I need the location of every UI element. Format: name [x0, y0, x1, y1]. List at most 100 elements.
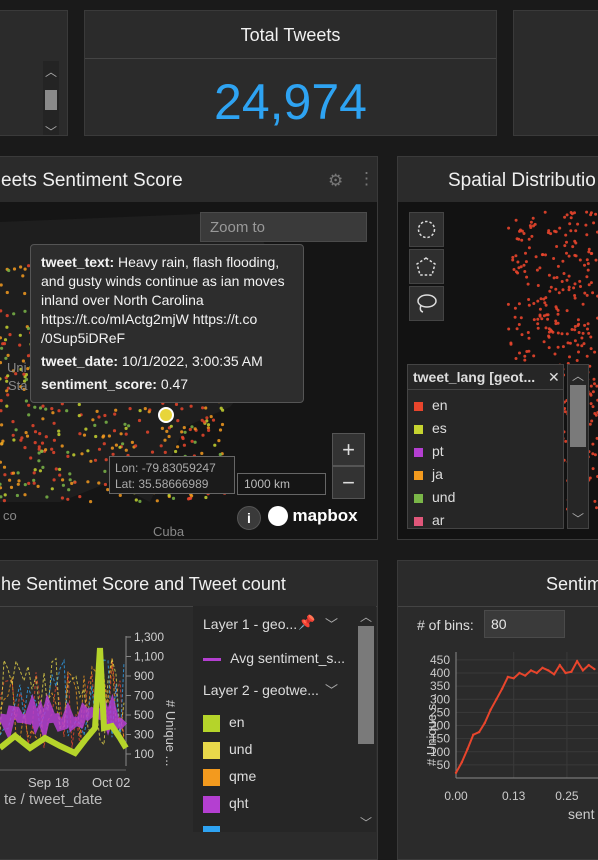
map-point	[26, 326, 30, 331]
gear-icon[interactable]: ⚙	[328, 171, 344, 190]
legend-item-label: en	[432, 397, 448, 413]
spatial-point	[507, 226, 511, 230]
scroll-up-icon[interactable]: ︿	[45, 65, 58, 79]
legend-swatch	[414, 424, 423, 434]
map-point	[113, 412, 117, 416]
map-point	[68, 472, 72, 476]
map-point	[95, 409, 99, 413]
histogram-point	[581, 669, 585, 672]
legend-item[interactable]: es	[408, 417, 563, 440]
zoom-to-input[interactable]: Zoom to	[200, 212, 367, 242]
spatial-point	[576, 222, 580, 226]
legend-item[interactable]: pt	[408, 440, 563, 463]
legend-scroll-down-icon[interactable]: ﹀	[572, 512, 585, 526]
map-point	[188, 496, 192, 500]
circle-select-tool[interactable]	[409, 212, 444, 247]
y2-tick-label: 1,100	[134, 650, 164, 664]
y-tick-label: 400	[430, 666, 450, 680]
spatial-point	[543, 210, 547, 214]
spatial-point	[536, 322, 540, 326]
more-vert-icon[interactable]: ⋮	[358, 169, 375, 188]
spatial-point	[513, 306, 517, 310]
timeseries-chart[interactable]: 1,300 1,100 900 700 500 300 100 Sep 18 Oct 02	[0, 608, 195, 808]
layers-scrollbar[interactable]: ︿ ﹀	[356, 606, 376, 832]
layer1-header[interactable]: Layer 1 - geo...	[203, 616, 297, 632]
y-tick-label: 50	[437, 758, 451, 772]
zoom-out-button[interactable]: −	[332, 466, 365, 499]
histogram-point	[564, 671, 567, 675]
map-point	[190, 439, 194, 443]
legend-item[interactable]: en	[408, 394, 563, 417]
spatial-point	[532, 224, 535, 228]
map-point	[8, 478, 12, 482]
map-point	[41, 465, 45, 469]
map-point	[101, 435, 105, 439]
legend-close-icon[interactable]: ✕	[548, 369, 560, 385]
map-point	[25, 434, 30, 438]
spatial-point	[588, 364, 592, 368]
legend-item[interactable]: und	[408, 486, 563, 509]
map-point	[7, 268, 11, 273]
map-point	[82, 433, 87, 437]
layers-scroll-thumb[interactable]	[358, 626, 374, 744]
info-icon[interactable]: i	[237, 506, 261, 530]
layer1-chevron-icon[interactable]: ﹀	[325, 617, 339, 632]
spatial-point	[534, 255, 538, 259]
spatial-point	[569, 216, 573, 220]
zoom-in-button[interactable]: +	[332, 433, 365, 466]
legend-swatch	[414, 470, 423, 480]
scroll-thumb[interactable]	[45, 90, 57, 110]
spatial-point	[557, 291, 561, 295]
map-point	[24, 373, 28, 377]
layers-scroll-up-icon[interactable]: ︿	[360, 610, 373, 624]
map-point	[21, 359, 25, 363]
layer2-item[interactable]: en	[203, 714, 256, 741]
legend-item[interactable]: ar	[408, 509, 563, 532]
map-point	[23, 267, 27, 271]
layer2-item[interactable]: und	[203, 741, 256, 768]
spatial-point	[577, 331, 581, 334]
map-point	[114, 443, 118, 447]
map-point	[146, 430, 150, 434]
map-point	[14, 372, 18, 376]
legend-scrollbar[interactable]: ︿ ﹀	[567, 364, 589, 529]
spatial-point	[524, 251, 527, 255]
spatial-point	[547, 346, 551, 350]
legend-item[interactable]: ja	[408, 463, 563, 486]
map-point	[31, 424, 35, 428]
layer2-header[interactable]: Layer 2 - geotwe...	[203, 682, 319, 698]
layer2-item[interactable]: qme	[203, 768, 256, 795]
spatial-point	[586, 262, 590, 266]
pin-icon[interactable]: 📌	[298, 614, 316, 630]
map-point	[0, 283, 3, 287]
map-point	[134, 498, 138, 502]
spatial-point	[544, 253, 547, 257]
spatial-point	[589, 402, 593, 406]
layer2-chevron-icon[interactable]: ﹀	[325, 683, 339, 698]
legend-scroll-thumb[interactable]	[570, 385, 586, 447]
polygon-select-tool[interactable]	[409, 249, 444, 284]
spatial-point	[544, 296, 548, 300]
map-point	[180, 435, 185, 439]
histogram-point	[472, 733, 475, 736]
map-point	[190, 425, 194, 429]
spatial-point	[591, 291, 595, 295]
layers-scroll-down-icon[interactable]: ﹀	[360, 816, 373, 830]
map-point	[217, 439, 221, 443]
map-point	[26, 367, 30, 371]
lasso-select-tool[interactable]	[409, 286, 444, 321]
tooltip-date-key: tweet_date:	[41, 353, 119, 369]
selected-point-marker[interactable]	[158, 407, 174, 423]
legend-scroll-up-icon[interactable]: ︿	[572, 369, 585, 383]
layer2-item[interactable]: qht	[203, 795, 256, 822]
spatial-point	[585, 233, 589, 237]
bins-input[interactable]: 80	[484, 610, 565, 638]
histogram-point	[483, 721, 486, 725]
scroll-down-icon[interactable]: ﹀	[45, 125, 58, 139]
map-point	[180, 430, 184, 434]
map-point	[45, 495, 49, 499]
map-point	[123, 422, 127, 426]
histogram-point	[477, 730, 481, 734]
spatial-point	[554, 287, 558, 291]
